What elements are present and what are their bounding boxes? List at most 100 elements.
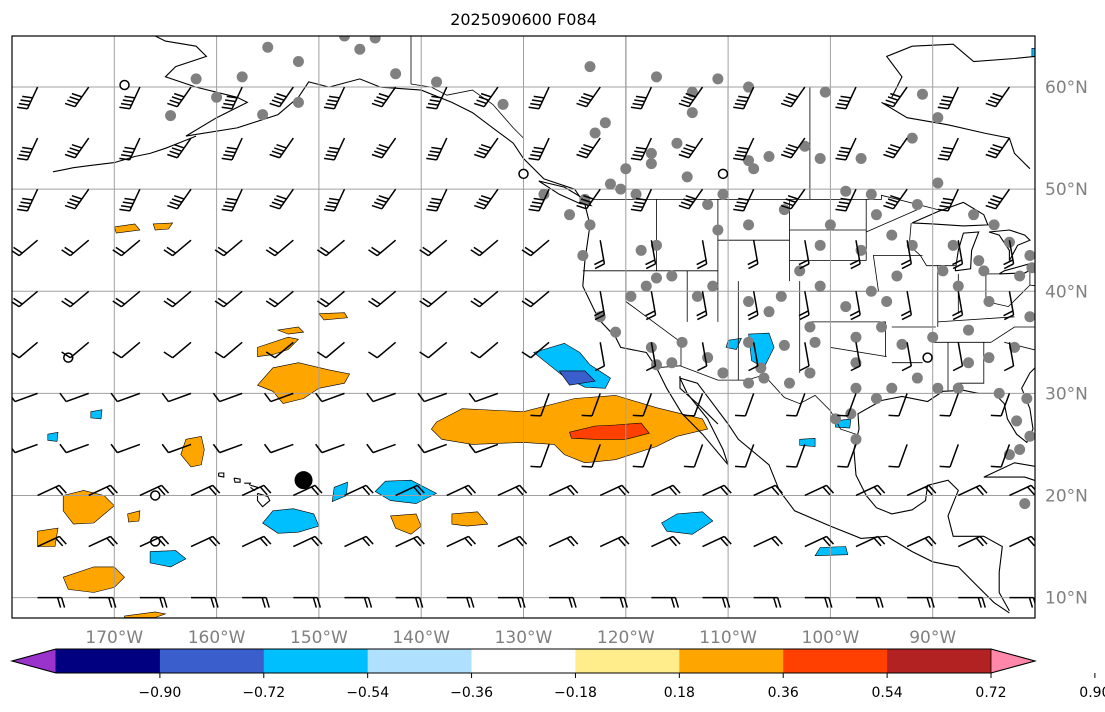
wind-barb	[12, 290, 39, 308]
calm-circle	[149, 490, 161, 501]
wind-barb	[835, 188, 857, 212]
wind-barb	[167, 137, 192, 159]
wind-barb	[12, 239, 39, 257]
station-dot	[211, 91, 223, 103]
station-dot	[763, 306, 775, 318]
wind-barb	[12, 341, 39, 359]
wind-barb	[167, 86, 192, 108]
wind-barb	[599, 484, 630, 497]
shade-region-orange	[113, 223, 141, 234]
station-dot	[395, 10, 406, 21]
station-dot	[620, 163, 632, 175]
wind-barb	[855, 535, 886, 548]
station-dot	[743, 295, 755, 307]
wind-barb	[530, 393, 550, 417]
wind-barb	[112, 290, 141, 308]
station-dot	[390, 68, 402, 80]
station-dots	[63, 10, 1035, 547]
colorbar-extend-low	[10, 648, 57, 674]
station-dot	[794, 265, 806, 277]
political-border	[985, 270, 1031, 308]
station-dot	[650, 359, 662, 371]
colorbar-swatch	[575, 649, 680, 673]
wind-barb	[214, 290, 243, 308]
wind-barb	[804, 484, 835, 497]
station-dot	[850, 433, 862, 445]
wind-barb	[747, 291, 759, 321]
wind-barb	[323, 137, 346, 161]
station-dot	[650, 272, 662, 284]
colorbar-swatch	[56, 649, 161, 673]
wind-barb	[1003, 240, 1015, 270]
lat-tick-label: 20°N	[1045, 486, 1088, 506]
wind-barb	[59, 443, 89, 454]
wind-barb	[528, 86, 550, 110]
wind-barb	[61, 290, 90, 308]
station-dot	[1011, 415, 1023, 427]
station-dot	[840, 185, 852, 197]
coastline-segment	[954, 231, 980, 272]
wind-barb	[161, 392, 192, 403]
wind-barb	[497, 484, 528, 497]
shade-region-orange	[180, 435, 205, 468]
station-dot	[763, 150, 775, 162]
station-dot	[1009, 341, 1021, 353]
wind-barb	[937, 137, 959, 161]
station-dot	[707, 280, 719, 292]
wind-barb	[64, 188, 90, 210]
station-dot	[577, 250, 589, 262]
political-border	[937, 316, 1015, 323]
shade-region-orange	[451, 511, 489, 527]
wind-barb	[748, 342, 759, 372]
station-dot	[963, 357, 975, 369]
wind-barb	[702, 535, 732, 548]
latitude-labels: 10°N 20°N 30°N 40°N 50°N 60°N	[1045, 78, 1088, 609]
station-dot	[666, 270, 678, 282]
wind-barb	[799, 342, 810, 372]
wind-barb	[242, 596, 270, 608]
wind-barb	[780, 137, 806, 159]
wind-barb	[521, 239, 550, 257]
wind-barb	[855, 484, 886, 497]
wind-barb	[470, 239, 499, 257]
wind-barb	[265, 290, 294, 308]
wind-barb	[678, 86, 704, 108]
shade-region-orange	[124, 611, 167, 618]
wind-barb	[528, 137, 550, 161]
lon-tick-label: 130°W	[495, 628, 553, 648]
colorbar-swatch	[471, 649, 576, 673]
station-dot	[932, 112, 944, 124]
lon-tick-label: 110°W	[699, 628, 757, 648]
wind-barb	[16, 188, 39, 212]
wind-barb	[426, 137, 448, 161]
wind-barb	[12, 443, 38, 454]
wind-barb	[419, 290, 448, 308]
lon-tick-label: 90°W	[909, 628, 956, 648]
wind-barb	[900, 240, 913, 270]
coastline-segment	[881, 101, 1031, 170]
wind-barb	[16, 86, 39, 110]
wind-barb	[549, 596, 577, 608]
station-dot	[717, 367, 729, 379]
wind-barb	[110, 443, 141, 454]
lon-tick-label: 170°W	[85, 628, 143, 648]
station-dot	[165, 110, 177, 122]
wind-barb	[446, 535, 477, 548]
colorbar-swatch	[367, 649, 473, 673]
wind-barb	[241, 535, 272, 548]
wind-barb	[683, 393, 704, 417]
graticule	[12, 36, 1035, 618]
wind-barb	[371, 188, 397, 210]
wind-barb	[696, 291, 708, 321]
station-dot	[870, 392, 882, 404]
station-dot	[963, 324, 975, 336]
station-dot	[564, 209, 576, 221]
wind-barb	[368, 341, 397, 359]
wind-barb	[985, 137, 1011, 159]
station-dot	[968, 209, 980, 221]
station-dot	[799, 140, 811, 152]
lon-tick-label: 120°W	[597, 628, 655, 648]
wind-barb	[786, 393, 806, 417]
wind-barb	[630, 188, 653, 212]
wind-barb	[112, 341, 141, 359]
